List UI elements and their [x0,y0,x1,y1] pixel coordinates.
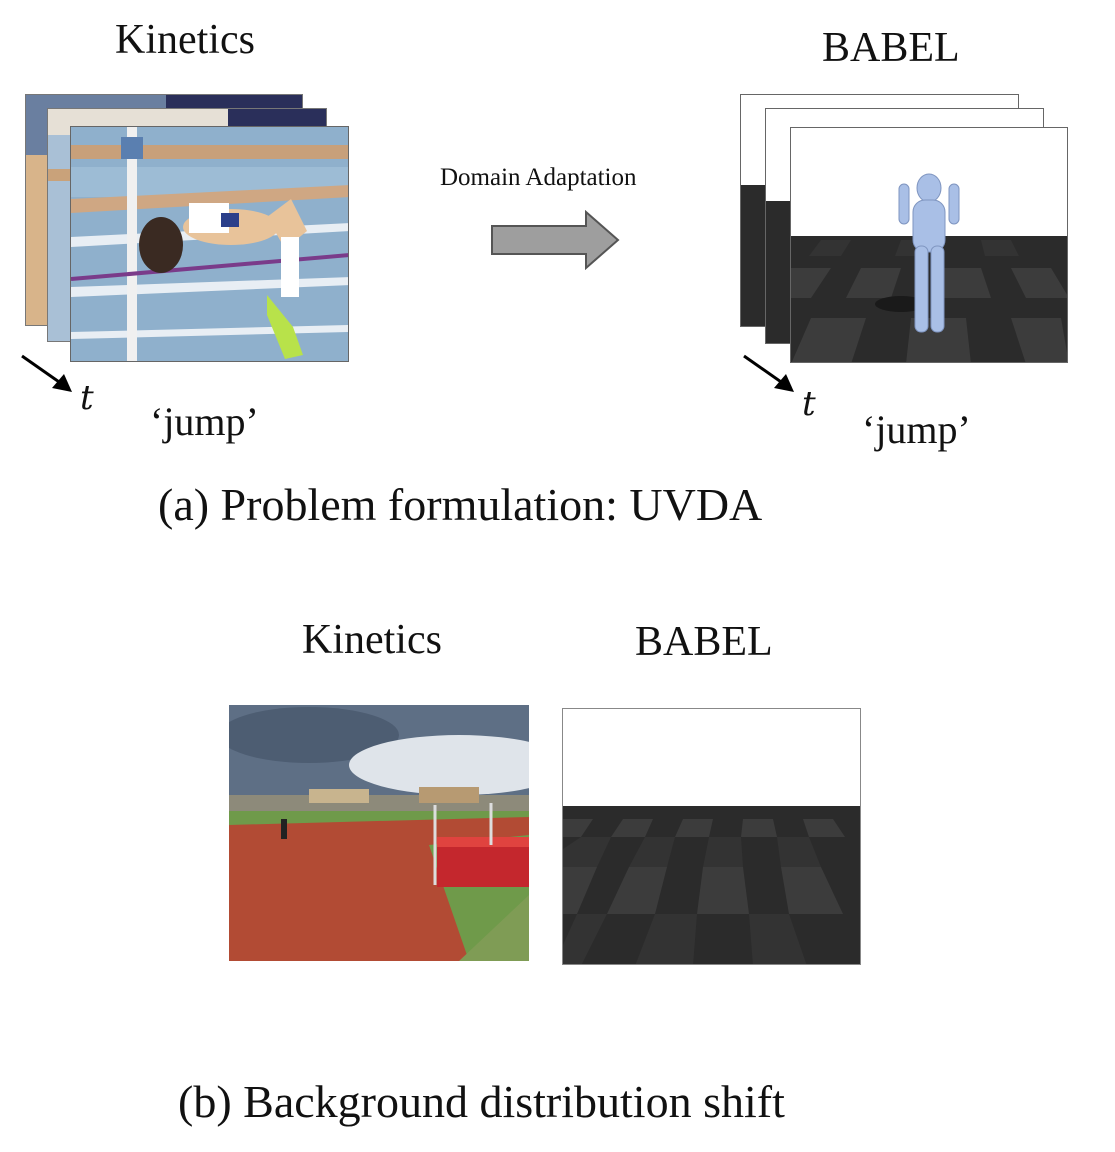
caption-b: (b) Background distribution shift [178,1076,785,1127]
kinetics-frame-front [70,126,349,362]
domain-adaptation-arrow-icon [491,210,620,270]
kinetics-title-a: Kinetics [115,17,255,63]
action-label-right: ‘jump’ [862,407,971,452]
caption-a: (a) Problem formulation: UVDA [158,479,763,530]
action-label-left: ‘jump’ [150,399,259,444]
kinetics-background-image [229,705,529,961]
babel-frame-front [790,127,1068,363]
time-symbol-right: t [802,384,816,424]
babel-background-image [562,708,861,965]
arrow-label: Domain Adaptation [440,164,637,191]
time-symbol-left: t [80,378,94,418]
babel-title-a: BABEL [822,25,960,71]
time-arrow-left-icon [21,354,72,392]
time-arrow-right-icon [743,354,794,392]
babel-title-b: BABEL [635,619,773,665]
kinetics-title-b: Kinetics [302,617,442,663]
